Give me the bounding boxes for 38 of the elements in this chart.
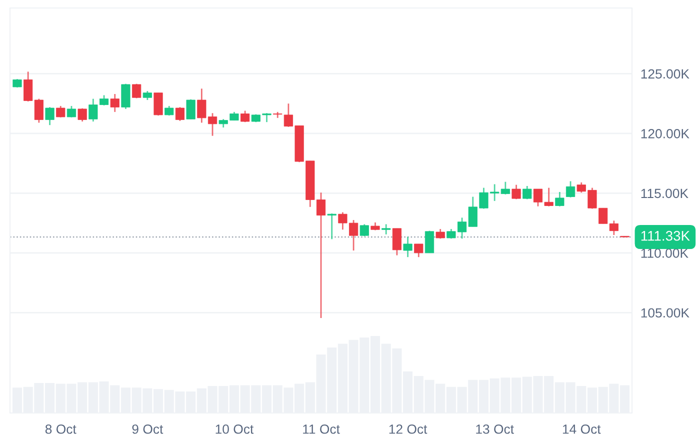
- candlestick: [24, 70, 33, 102]
- candlestick: [555, 191, 564, 208]
- candlestick: [186, 98, 196, 120]
- x-tick-label: 12 Oct: [389, 424, 428, 434]
- candlestick: [500, 181, 510, 196]
- x-tick-label: 9 Oct: [132, 424, 164, 434]
- y-tick-label: 120.00K: [641, 129, 690, 138]
- candlestick: [110, 93, 120, 113]
- ref-line-label: 111.33K: [641, 230, 690, 241]
- y-tick-label: 110.00K: [641, 248, 688, 258]
- x-tick-label: 14 Oct: [562, 424, 601, 434]
- candlestick: [403, 236, 412, 258]
- candlestick: [175, 106, 185, 122]
- y-tick-label: 105.00K: [641, 308, 690, 318]
- candlestick: [424, 230, 434, 254]
- candlestick: [154, 92, 163, 116]
- candlestick: [34, 98, 44, 124]
- y-tick-label: 115.00K: [641, 188, 688, 198]
- x-tick-label: 13 Oct: [476, 424, 514, 434]
- x-tick-label: 10 Oct: [216, 424, 254, 434]
- candlestick: [566, 180, 576, 198]
- candlestick: [414, 243, 424, 258]
- candlestick: [273, 111, 282, 119]
- candlestick: [121, 83, 130, 110]
- x-tick-label: 8 Oct: [45, 424, 76, 434]
- candlestick: [327, 212, 336, 240]
- candlestick: [78, 108, 87, 122]
- y-tick-label: 125.00K: [641, 69, 690, 79]
- candlestick: [45, 106, 54, 126]
- candlestick: [382, 224, 391, 236]
- x-tick-label: 11 Oct: [303, 424, 340, 434]
- candlestick: [512, 184, 521, 200]
- candlestick: [66, 105, 76, 118]
- candlestick: [392, 228, 402, 256]
- candlestick: [522, 185, 532, 200]
- candlestick: [164, 105, 174, 116]
- candlestick: [56, 105, 66, 118]
- candlestick: [609, 220, 618, 236]
